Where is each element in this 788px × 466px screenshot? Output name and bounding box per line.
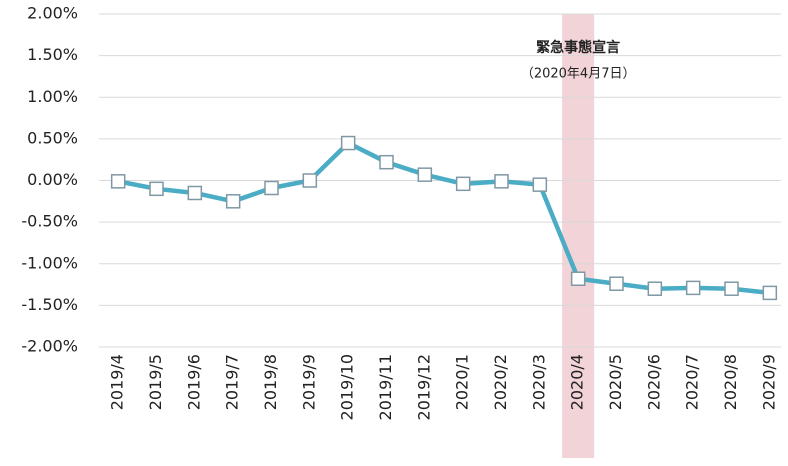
marker: [379, 154, 394, 170]
marker: [685, 280, 701, 296]
y-tick-label: 0.00%: [27, 170, 78, 189]
marker: [647, 281, 663, 296]
marker: [455, 176, 471, 192]
marker: [494, 174, 509, 189]
marker: [570, 271, 586, 286]
y-tick-label: 1.00%: [27, 87, 78, 106]
marker: [762, 285, 778, 301]
x-tick-label: 2020/4: [568, 354, 587, 410]
x-tick-label: 2020/5: [606, 354, 625, 410]
data-line: [117, 140, 771, 296]
marker: [340, 135, 356, 151]
x-tick-label: 2020/9: [759, 354, 778, 410]
marker: [724, 281, 739, 296]
y-tick-label: -0.50%: [21, 212, 78, 231]
y-tick-label: -1.00%: [21, 253, 78, 272]
annotation: 緊急事態宣言: [536, 39, 620, 56]
y-tick-label: -2.00%: [21, 337, 78, 356]
y-tick-label: 1.50%: [27, 45, 78, 64]
marker: [264, 180, 279, 196]
marker: [187, 185, 203, 201]
marker: [532, 177, 548, 192]
x-tick-label: 2020/7: [683, 354, 702, 410]
x-tick-label: 2020/2: [491, 354, 510, 410]
x-tick-label: 2020/1: [453, 354, 472, 410]
x-tick-label: 2019/7: [223, 354, 242, 410]
y-tick-label: 2.00%: [27, 4, 78, 23]
x-tick-label: 2019/4: [108, 354, 127, 410]
x-tick-label: 2019/11: [376, 354, 395, 420]
x-tick-label: 2019/6: [184, 354, 203, 410]
marker: [149, 181, 164, 197]
x-tick-label: 2019/9: [299, 354, 318, 410]
annotation: （2020年4月7日）: [521, 67, 636, 82]
marker: [302, 173, 318, 188]
x-tick-label: 2020/8: [721, 354, 740, 410]
marker: [417, 167, 433, 182]
x-tick-label: 2020/3: [529, 354, 548, 410]
x-tick-label: 2020/6: [644, 354, 663, 410]
marker: [225, 194, 241, 209]
y-tick-label: -1.50%: [21, 295, 78, 314]
y-tick-label: 0.50%: [27, 128, 78, 147]
x-tick-label: 2019/12: [414, 354, 433, 420]
x-tick-label: 2019/10: [338, 354, 357, 420]
marker: [609, 276, 624, 291]
x-tick-label: 2019/8: [261, 354, 280, 410]
highlight-band: [562, 14, 595, 458]
marker: [110, 174, 126, 189]
x-tick-label: 2019/5: [146, 354, 165, 410]
